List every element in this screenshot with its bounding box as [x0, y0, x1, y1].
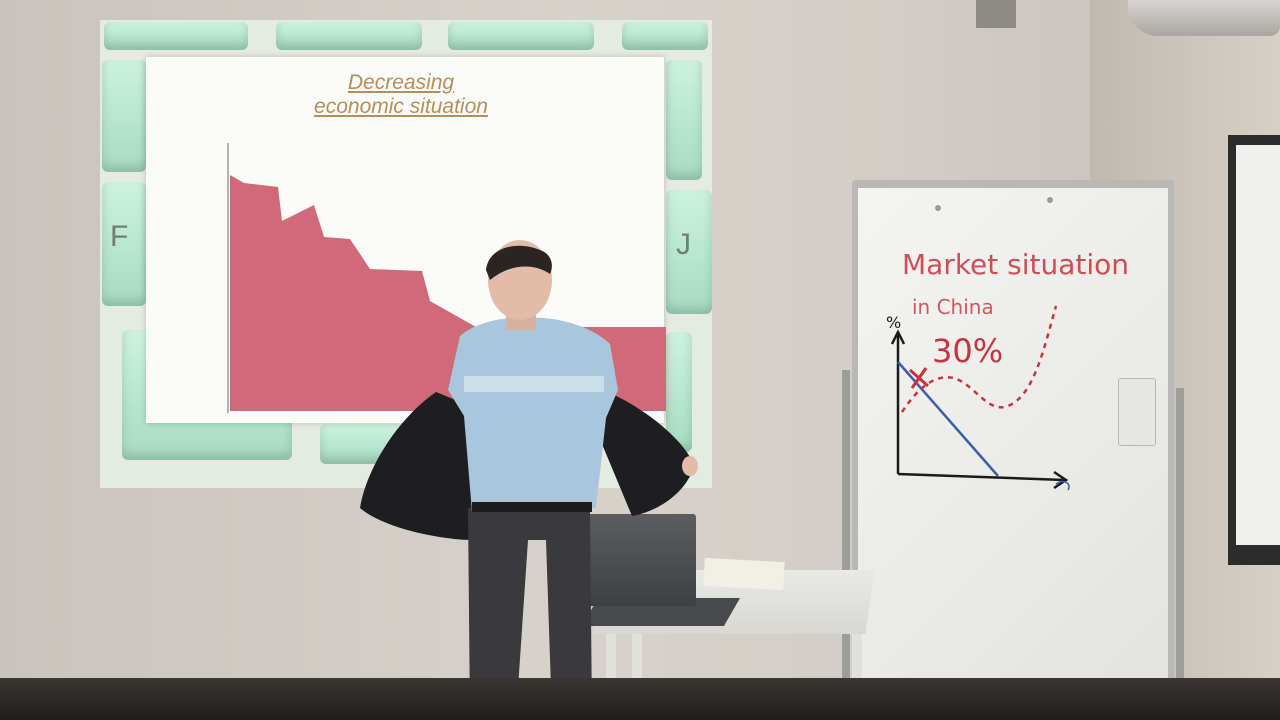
whiteboard-stand [1176, 388, 1184, 708]
papers [703, 557, 785, 591]
hair [486, 245, 552, 280]
keyboard-key [102, 182, 146, 306]
table-leg [852, 620, 862, 720]
keyboard-key [102, 60, 146, 172]
whiteboard-drawing: Market situation in China 30% % [886, 197, 1129, 491]
key-letter-j: J [676, 228, 691, 261]
keyboard-key [448, 22, 594, 50]
keyboard-key [104, 22, 248, 50]
table-leg [632, 630, 642, 720]
second-whiteboard [1236, 145, 1280, 545]
x-axis-arrow-icon [1053, 470, 1069, 490]
keyboard-key [666, 190, 712, 314]
laptop [582, 514, 696, 606]
slide-title-line2: economic situation [314, 95, 488, 118]
keyboard-key [622, 22, 708, 50]
key-letter-f: F [110, 220, 129, 253]
whiteboard-subheading: in China [912, 295, 994, 319]
slide-title: Decreasing economic situation [146, 71, 656, 119]
hand [682, 456, 698, 476]
whiteboard-magnet [1047, 197, 1053, 203]
shirt [448, 317, 618, 512]
jacket-left [360, 392, 480, 540]
y-axis-arrow-icon [890, 329, 906, 345]
trousers [468, 508, 592, 718]
presenter [360, 240, 698, 718]
whiteboard-blue-line [897, 361, 999, 477]
keyboard-key [666, 60, 702, 180]
whiteboard-y-label: % [886, 313, 901, 332]
whiteboard-x-axis [897, 472, 1065, 482]
cross-mark-icon [909, 367, 929, 389]
shirt-stripe [464, 376, 604, 392]
ceiling-fixture [976, 0, 1016, 28]
floor [0, 678, 1280, 720]
whiteboard-magnet [935, 205, 941, 211]
whiteboard-percent: 30% [932, 332, 1003, 370]
marker-holder [1118, 378, 1156, 446]
table-leg [606, 620, 616, 720]
whiteboard [858, 188, 1168, 682]
slide-title-line1: Decreasing [347, 71, 455, 94]
whiteboard-heading: Market situation [902, 248, 1129, 281]
belt [472, 502, 592, 512]
keyboard-key [276, 22, 422, 50]
keyboard-key [666, 332, 692, 452]
x-axis-label-scribble [1055, 480, 1070, 491]
jacket-right [592, 386, 694, 516]
projector [1128, 0, 1280, 36]
whiteboard-stand [842, 370, 850, 700]
